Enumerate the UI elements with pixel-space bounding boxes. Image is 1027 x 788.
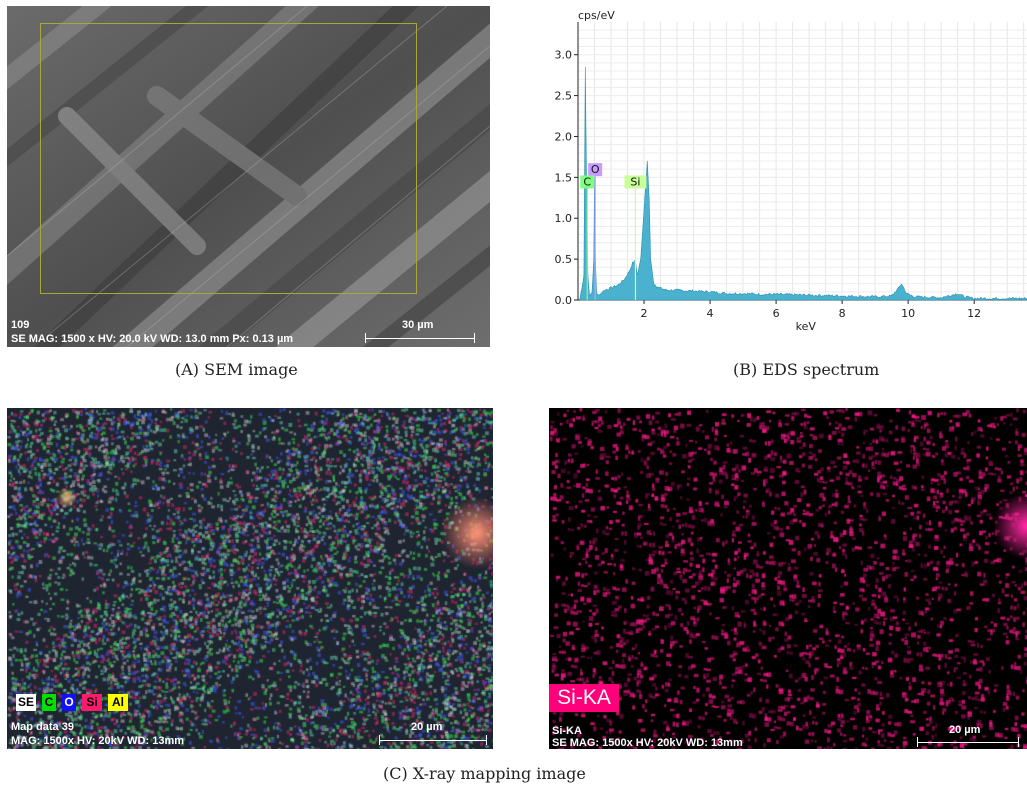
y-tick-label: 0.0 bbox=[555, 294, 573, 307]
caption-b: (B) EDS spectrum bbox=[733, 360, 880, 379]
legend-item-al: Al bbox=[108, 694, 128, 711]
xray-map-composite: SE C O Si Al Map data 39 MAG: 1500x HV: 20kV… bbox=[7, 408, 493, 749]
peak-marker-box-si bbox=[624, 175, 647, 189]
y-tick-label: 3.0 bbox=[555, 49, 573, 62]
legend-item-c: C bbox=[42, 694, 56, 711]
acquisition-info: SE MAG: 1500 x HV: 20.0 kV WD: 13.0 mm P… bbox=[11, 333, 294, 345]
peak-marker-label-si: Si bbox=[630, 175, 640, 188]
x-tick-label: 2 bbox=[641, 307, 648, 320]
peak-marker-label-o: O bbox=[591, 163, 600, 176]
si-map-scale-bar bbox=[917, 737, 1019, 747]
y-tick-label: 2.5 bbox=[555, 90, 573, 103]
analysis-region-box bbox=[40, 23, 417, 294]
x-axis-label: keV bbox=[796, 320, 817, 333]
y-tick-label: 0.5 bbox=[555, 253, 573, 266]
peak-marker-label-c: C bbox=[583, 175, 591, 188]
eds-spectrum-svg: 0.0 0.5 1.0 1.5 2.0 2.5 3.0 2 4 6 8 10 12 cps/eV keV OC… bbox=[555, 9, 1027, 333]
x-tick-label: 12 bbox=[967, 307, 981, 320]
scale-bar bbox=[365, 333, 475, 343]
si-map-title: Si-KA bbox=[552, 725, 582, 737]
eds-spectrum-chart: 0.0 0.5 1.0 1.5 2.0 2.5 3.0 2 4 6 8 10 12 cps/eV keV O C… bbox=[548, 8, 1027, 348]
x-tick-label: 10 bbox=[901, 307, 915, 320]
sem-image: 109 SE MAG: 1500 x HV: 20.0 kV WD: 13.0 … bbox=[7, 6, 490, 347]
legend-item-se: SE bbox=[16, 694, 36, 711]
x-tick-label: 4 bbox=[707, 307, 714, 320]
si-map-scale-bar-label: 20 µm bbox=[949, 724, 981, 736]
xray-map-canvas bbox=[7, 408, 493, 749]
x-tick-label: 6 bbox=[773, 307, 780, 320]
map-scale-bar-label: 20 µm bbox=[411, 721, 443, 733]
peak-marker-box-c bbox=[580, 175, 595, 189]
si-ka-map: Si-KA Si-KA SE MAG: 1500x HV: 20kV WD: 1… bbox=[549, 408, 1027, 749]
spectrum-area bbox=[579, 66, 1027, 301]
scale-bar-label: 30 µm bbox=[402, 319, 434, 331]
caption-a: (A) SEM image bbox=[175, 360, 298, 379]
si-ka-element-label: Si-KA bbox=[549, 684, 619, 712]
si-map-canvas bbox=[549, 408, 1027, 749]
map-acquisition-info: MAG: 1500x HV: 20kV WD: 13mm bbox=[11, 735, 185, 747]
caption-c: (C) X-ray mapping image bbox=[383, 764, 586, 783]
y-axis-label: cps/eV bbox=[578, 9, 615, 22]
image-id: 109 bbox=[11, 319, 30, 331]
legend-item-si: Si bbox=[82, 694, 102, 711]
y-tick-label: 2.0 bbox=[555, 130, 573, 143]
x-tick-label: 8 bbox=[839, 307, 846, 320]
sem-fiber-texture bbox=[7, 6, 490, 347]
legend-item-o: O bbox=[62, 694, 76, 711]
y-tick-label: 1.5 bbox=[555, 171, 573, 184]
si-map-acquisition-info: SE MAG: 1500x HV: 20kV WD: 13mm bbox=[552, 737, 743, 749]
y-tick-label: 1.0 bbox=[555, 212, 573, 225]
peak-marker-box-o bbox=[588, 163, 603, 177]
map-scale-bar bbox=[379, 735, 487, 745]
map-title: Map data 39 bbox=[11, 721, 74, 733]
